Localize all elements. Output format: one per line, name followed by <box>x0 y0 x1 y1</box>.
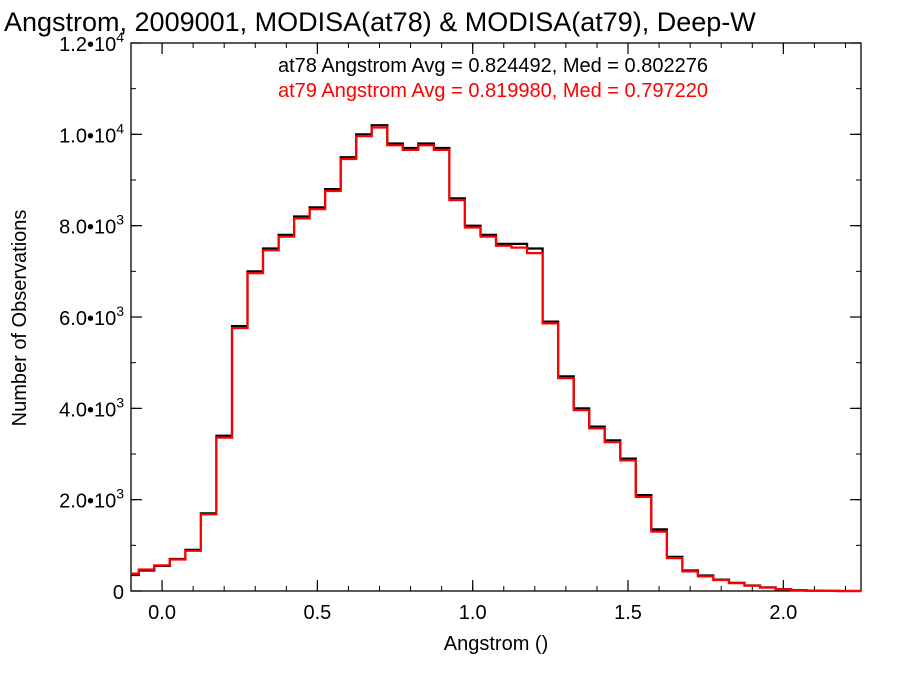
y-tick-label: 2.0•103 <box>59 486 124 513</box>
y-tick-label: 1.0•104 <box>59 120 124 147</box>
y-tick-label: 8.0•103 <box>59 212 124 239</box>
y-tick-label: 4.0•103 <box>59 394 124 421</box>
y-tick-label: 6.0•103 <box>59 303 124 330</box>
y-tick-label: 0 <box>113 582 124 604</box>
series-at79 <box>131 126 861 593</box>
x-tick-label: 0.0 <box>148 602 176 624</box>
x-tick-label: 2.0 <box>769 602 797 624</box>
legend-at78: at78 Angstrom Avg = 0.824492, Med = 0.80… <box>278 55 708 77</box>
x-tick-label: 0.5 <box>303 602 331 624</box>
x-tick-label: 1.0 <box>459 602 487 624</box>
series-group <box>131 124 861 593</box>
legend-at79: at79 Angstrom Avg = 0.819980, Med = 0.79… <box>278 80 708 102</box>
axis-ticks: 0.0 0.5 1.0 1.5 2.0 0 2.0•103 4.0•103 6.0•103 8.0… <box>59 29 861 624</box>
y-tick-label: 1.2•104 <box>59 29 124 56</box>
series-at78 <box>131 124 861 593</box>
chart-title: Angstrom, 2009001, MODISA(at78) & MODISA… <box>4 7 756 37</box>
plot-frame <box>130 42 862 592</box>
y-axis-label: Number of Observations <box>9 210 31 427</box>
x-axis-label: Angstrom () <box>444 633 548 655</box>
x-tick-label: 1.5 <box>614 602 642 624</box>
